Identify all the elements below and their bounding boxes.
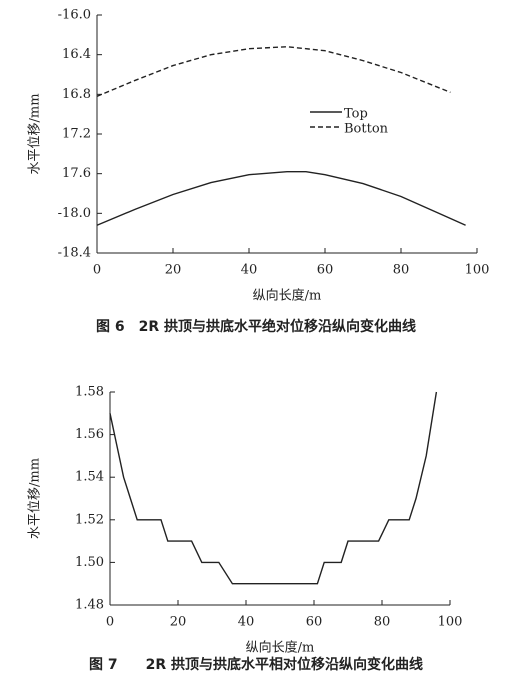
legend-label: Top [344, 107, 368, 122]
x-tick-label: 20 [165, 263, 182, 278]
x-tick-label: 0 [106, 615, 114, 630]
data-line [96, 170, 466, 226]
x-tick-label: 40 [241, 263, 258, 278]
x-tick-label: 60 [317, 263, 334, 278]
y-tick-label: -18.4 [58, 246, 91, 261]
y-axis-label: 水平位移/mm [28, 93, 43, 174]
x-tick-label: 40 [238, 615, 255, 630]
caption: 图 6 2R 拱顶与拱底水平绝对位移沿纵向变化曲线 [96, 318, 416, 335]
x-tick-label: 80 [393, 263, 410, 278]
y-tick-label: 17.2 [62, 127, 91, 142]
x-tick-label: 80 [374, 615, 391, 630]
data-line [109, 391, 438, 585]
y-tick-label: 1.50 [75, 555, 104, 570]
data-line [96, 46, 451, 97]
y-tick-label: 1.48 [75, 598, 104, 613]
caption: 图 7 2R 拱顶与拱底水平相对位移沿纵向变化曲线 [89, 656, 423, 673]
x-tick-label: 0 [93, 263, 101, 278]
x-tick-label: 100 [438, 615, 463, 630]
y-tick-label: 1.54 [75, 470, 104, 485]
x-axis-label: 纵向长度/m [246, 640, 315, 656]
x-axis-label: 纵向长度/m [253, 288, 322, 304]
y-axis-label: 水平位移/mm [28, 458, 43, 539]
y-tick-label: 1.58 [75, 385, 104, 400]
x-tick-label: 100 [465, 263, 490, 278]
legend-label: Botton [344, 122, 389, 137]
y-tick-label: -18.0 [58, 206, 91, 221]
x-tick-label: 60 [306, 615, 323, 630]
y-tick-label: -16.0 [58, 8, 91, 23]
y-tick-label: 1.56 [75, 427, 104, 442]
y-tick-label: 17.6 [62, 166, 91, 181]
y-tick-label: 1.52 [75, 512, 104, 527]
y-tick-label: 16.4 [62, 47, 91, 62]
x-tick-label: 20 [170, 615, 187, 630]
y-tick-label: 16.8 [62, 87, 91, 102]
